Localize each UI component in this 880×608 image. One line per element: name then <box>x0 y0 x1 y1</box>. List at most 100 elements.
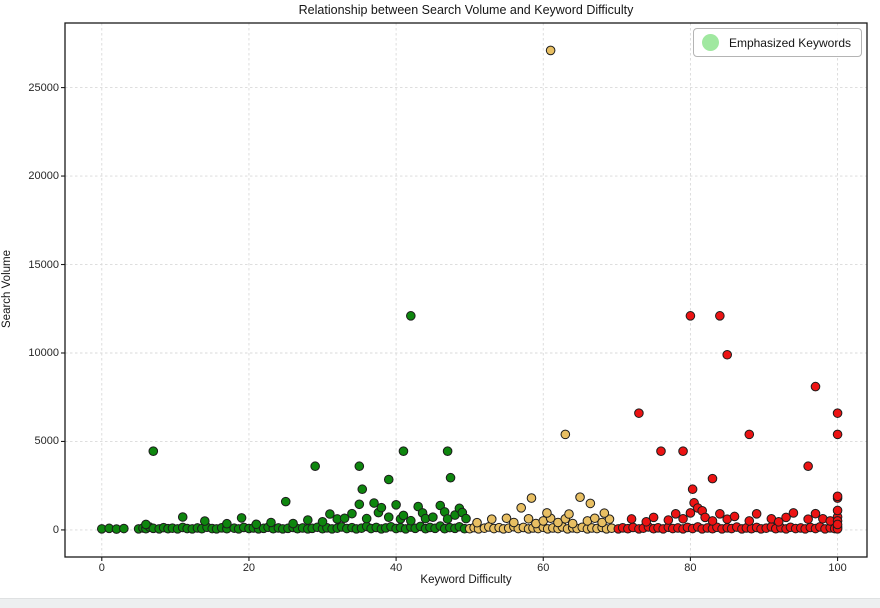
scatter-point <box>663 515 674 525</box>
scatter-point <box>626 514 637 524</box>
scatter-point <box>641 516 652 527</box>
scatter-point <box>325 509 335 519</box>
scatter-point <box>445 472 456 483</box>
scatter-point <box>406 515 416 526</box>
y-tick-label: 25000 <box>28 81 59 94</box>
x-tick-label: 80 <box>684 562 697 574</box>
x-tick-label: 0 <box>98 562 105 574</box>
x-tick-label: 40 <box>389 562 403 574</box>
scatter-point <box>585 498 596 509</box>
scatter-point <box>199 516 210 526</box>
scatter-point <box>177 512 188 522</box>
scatter-point <box>832 505 843 516</box>
window-bottom-strip <box>0 598 880 608</box>
scatter-point <box>339 513 350 524</box>
scatter-point <box>685 508 696 518</box>
y-tick-label: 15000 <box>28 258 59 271</box>
scatter-point <box>751 509 762 519</box>
scatter-point <box>707 473 718 484</box>
scatter-point <box>461 513 471 524</box>
x-tick-label: 100 <box>828 562 847 574</box>
y-tick-label: 10000 <box>28 346 59 359</box>
scatter-point <box>564 509 574 519</box>
scatter-point <box>347 508 357 519</box>
x-tick-label: 20 <box>242 562 256 574</box>
scatter-point <box>398 510 409 521</box>
scatter-point <box>788 508 799 518</box>
legend-label: Emphasized Keywords <box>728 35 851 50</box>
scatter-point <box>251 519 262 530</box>
scatter-point <box>678 446 688 456</box>
scatter-point <box>781 512 791 523</box>
scatter-point <box>303 515 313 525</box>
scatter-point <box>744 516 755 526</box>
legend: Emphasized Keywords <box>692 28 862 57</box>
scatter-point <box>141 519 151 530</box>
y-tick-label: 5000 <box>34 435 59 448</box>
scatter-point <box>810 381 821 392</box>
scatter-point <box>803 461 813 472</box>
scatter-point <box>560 429 571 440</box>
scatter-point <box>810 508 821 519</box>
scatter-point <box>685 311 696 321</box>
scatter-point <box>670 509 681 519</box>
scatter-point <box>575 492 585 502</box>
scatter-point <box>604 514 615 524</box>
scatter-point <box>148 446 159 456</box>
scatter-point <box>687 484 698 495</box>
scatter-point <box>383 474 394 485</box>
y-tick-label: 20000 <box>28 170 59 183</box>
scatter-point <box>803 514 813 524</box>
scatter-point <box>280 496 291 507</box>
scatter-point <box>542 508 552 518</box>
scatter-point <box>523 513 534 524</box>
scatter-point <box>369 498 379 508</box>
x-tick-label: 60 <box>537 562 550 574</box>
scatter-point <box>442 514 453 524</box>
scatter-point <box>599 508 610 518</box>
scatter-point <box>266 517 276 528</box>
scatter-point <box>357 484 368 495</box>
scatter-point <box>832 491 843 502</box>
x-axis-label: Keyword Difficulty <box>420 574 512 586</box>
scatter-point <box>317 516 328 527</box>
y-axis-label: Search Volume <box>1 250 13 328</box>
scatter-point <box>567 518 578 529</box>
scatter-point <box>832 429 843 440</box>
scatter-point <box>707 516 718 526</box>
legend-marker-circle-icon <box>701 34 719 51</box>
scatter-point <box>634 408 644 418</box>
scatter-point <box>589 513 600 524</box>
scatter-point <box>486 514 497 524</box>
plot-border <box>64 22 868 558</box>
scatter-point <box>472 517 482 528</box>
scatter-point <box>656 446 666 456</box>
y-tick-label: 0 <box>52 523 59 536</box>
scatter-point <box>361 513 372 524</box>
scatter-point <box>391 500 401 510</box>
scatter-point <box>354 461 365 472</box>
scatter-point <box>501 513 512 524</box>
scatter-point <box>383 512 394 522</box>
scatter-point <box>715 509 725 519</box>
scatter-point <box>406 311 416 321</box>
scatter-point <box>715 311 725 321</box>
scatter-point <box>398 446 409 456</box>
scatter-point <box>376 502 387 513</box>
scatter-point <box>648 512 659 523</box>
scatter-point <box>222 518 232 529</box>
scatter-point <box>832 408 843 418</box>
scatter-point <box>354 499 365 510</box>
scatter-point <box>310 461 320 472</box>
scatter-point <box>428 512 438 522</box>
scatter-point <box>119 523 129 534</box>
scatter-point <box>729 511 740 522</box>
scatter-point <box>288 518 298 529</box>
scatter-point <box>516 503 526 513</box>
scatter-point <box>832 519 843 530</box>
scatter-point <box>545 45 556 56</box>
scatter-point <box>773 516 784 527</box>
scatter-point <box>744 429 755 440</box>
